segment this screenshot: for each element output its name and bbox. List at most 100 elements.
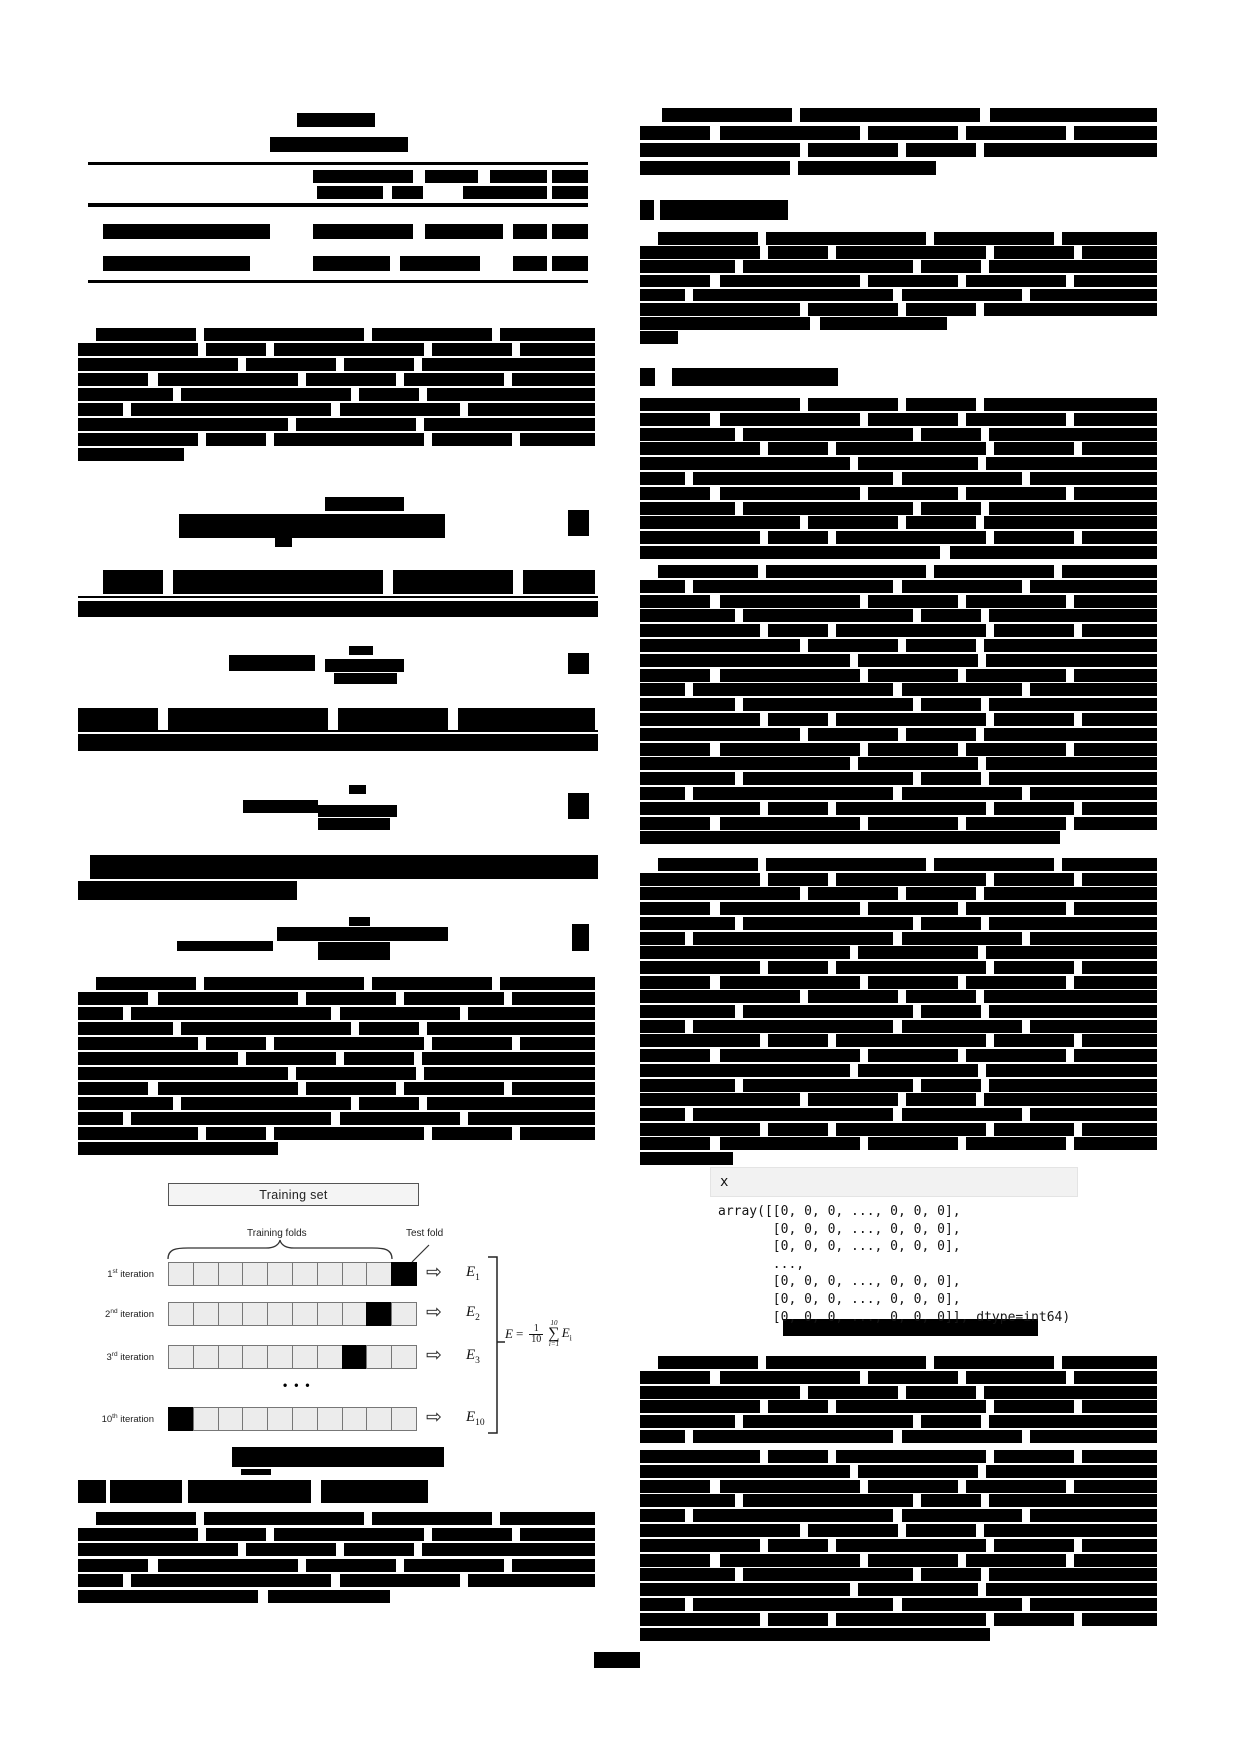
redacted-text-bar <box>274 343 424 356</box>
redacted-text-bar <box>640 501 735 515</box>
redacted-text-bar <box>1074 668 1157 682</box>
redacted-text-bar <box>836 801 986 815</box>
redacted-text-bar <box>640 1450 760 1463</box>
redacted-text-bar <box>966 1370 1066 1384</box>
redacted-text-bar <box>640 457 850 471</box>
redacted-text-bar <box>640 1583 850 1597</box>
training-fold-cell <box>192 1407 219 1431</box>
redacted-text-bar <box>158 992 298 1005</box>
redacted-text-bar <box>640 668 710 682</box>
redacted-text-bar <box>768 1612 828 1626</box>
redacted-text-bar <box>640 143 800 157</box>
training-fold-cell <box>242 1407 269 1431</box>
redacted-text-bar <box>994 1034 1074 1048</box>
fold-row <box>168 1407 417 1431</box>
redacted-text-bar <box>989 1415 1157 1429</box>
redacted-text-bar <box>808 516 898 530</box>
redacted-text-bar <box>640 1612 760 1626</box>
redacted-text-bar <box>836 1450 986 1463</box>
redacted-text-bar <box>989 609 1157 623</box>
redacted-text-bar <box>468 1574 595 1587</box>
redacted-text-bar <box>1030 288 1157 302</box>
redacted-text-bar <box>1082 872 1157 886</box>
redacted-text-bar <box>720 1370 860 1384</box>
error-term-label: E3 <box>466 1347 480 1366</box>
redacted-text-bar <box>246 358 336 371</box>
redacted-text-bar <box>693 472 893 485</box>
redacted-text-bar <box>1062 1356 1157 1369</box>
training-fold-cell <box>366 1407 393 1431</box>
redacted-text-bar <box>78 403 123 416</box>
redacted-text-bar <box>103 256 250 271</box>
redacted-text-bar <box>640 831 1060 845</box>
redacted-text-bar <box>321 1480 428 1503</box>
redacted-text-bar <box>858 757 978 771</box>
redacted-text-bar <box>808 1524 898 1537</box>
redacted-text-bar <box>206 1037 266 1050</box>
redacted-text-bar <box>640 1152 733 1165</box>
redacted-text-bar <box>800 108 980 122</box>
redacted-text-bar <box>640 872 760 886</box>
redacted-text-bar <box>246 1543 336 1556</box>
redacted-text-bar <box>836 1612 986 1626</box>
redacted-text-bar <box>274 1127 424 1140</box>
redacted-text-bar <box>1082 624 1157 638</box>
redacted-text-bar <box>994 801 1074 815</box>
redacted-text-bar <box>966 274 1066 288</box>
training-fold-cell <box>217 1302 244 1326</box>
training-fold-cell <box>267 1302 293 1326</box>
redacted-text-bar <box>902 472 1022 485</box>
redacted-text-bar <box>693 288 893 302</box>
redacted-text-bar <box>78 448 184 461</box>
redacted-text-bar <box>243 800 318 813</box>
redacted-text-bar <box>181 1022 351 1035</box>
redacted-text-bar <box>640 946 850 960</box>
redacted-text-bar <box>984 1524 1157 1537</box>
redacted-text-bar <box>921 1005 981 1018</box>
redacted-text-bar <box>204 1512 364 1525</box>
redacted-text-bar <box>425 224 503 239</box>
redacted-text-bar <box>984 143 1157 157</box>
redacted-text-bar <box>994 624 1074 638</box>
redacted-text-bar <box>90 855 598 879</box>
redacted-text-bar <box>868 1370 958 1384</box>
redacted-text-bar <box>984 516 1157 530</box>
redacted-text-bar <box>206 433 266 446</box>
redacted-text-bar <box>340 1007 460 1020</box>
test-fold-cell <box>391 1262 417 1286</box>
training-fold-cell <box>267 1345 293 1369</box>
redacted-text-bar <box>720 1049 860 1063</box>
redacted-text-bar <box>743 1568 913 1582</box>
redacted-text-bar <box>78 1097 173 1110</box>
redacted-text-bar <box>660 200 788 220</box>
redacted-text-bar <box>640 317 810 330</box>
error-term-label: E2 <box>466 1304 480 1323</box>
redacted-text-bar <box>640 1494 735 1508</box>
redacted-text-bar <box>966 486 1066 500</box>
redacted-text-bar <box>359 1022 419 1035</box>
redacted-text-bar <box>921 698 981 712</box>
test-fold-cell <box>366 1302 393 1326</box>
redacted-text-bar <box>1074 594 1157 608</box>
training-fold-cell <box>168 1302 194 1326</box>
redacted-text-bar <box>743 1078 913 1092</box>
redacted-text-bar <box>640 412 710 426</box>
redacted-text-bar <box>1030 683 1157 697</box>
redacted-text-bar <box>372 977 492 990</box>
training-fold-cell <box>242 1302 269 1326</box>
redacted-text-bar <box>78 373 148 386</box>
redacted-text-bar <box>858 1063 978 1077</box>
redacted-text-bar <box>966 742 1066 756</box>
redacted-text-bar <box>78 1112 123 1125</box>
redacted-text-bar <box>78 1007 123 1020</box>
redacted-text-bar <box>768 960 828 974</box>
redacted-text-bar <box>306 373 396 386</box>
redacted-text-bar <box>989 1078 1157 1092</box>
redacted-text-bar <box>994 442 1074 456</box>
redacted-text-bar <box>359 1097 419 1110</box>
redacted-text-bar <box>1074 742 1157 756</box>
code-cell-input-label: x <box>710 1167 1078 1197</box>
redacted-text-bar <box>640 816 710 830</box>
redacted-text-bar <box>743 501 913 515</box>
redacted-text-bar <box>768 872 828 886</box>
